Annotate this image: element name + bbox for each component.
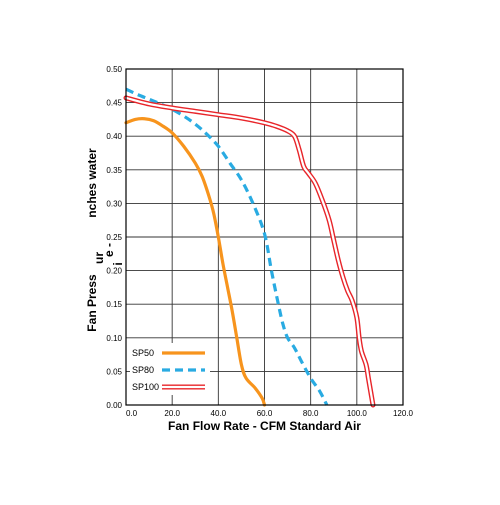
- y-tick-label: 0.45: [106, 99, 122, 108]
- y-axis-title-part-1: Fan Press: [85, 274, 99, 332]
- x-tick-label: 100.0: [347, 409, 368, 418]
- y-tick-label: 0.10: [106, 334, 122, 343]
- legend-label-sp50: SP50: [132, 348, 154, 358]
- x-tick-label: 0.0: [126, 409, 138, 418]
- x-tick-label: 40.0: [211, 409, 227, 418]
- legend-label-sp100: SP100: [132, 382, 159, 392]
- y-tick-labels: 0.00 0.05 0.10 0.15 0.20 0.25 0.30 0.35 0.40 0.45…: [106, 65, 122, 410]
- y-tick-label: 0.25: [106, 233, 122, 242]
- y-axis-title-part-4: i: [111, 262, 125, 265]
- y-axis-title-part-5: nches water: [85, 148, 99, 218]
- x-tick-label: 60.0: [257, 409, 273, 418]
- y-tick-label: 0.50: [106, 65, 122, 74]
- x-axis-title: Fan Flow Rate - CFM Standard Air: [168, 419, 361, 433]
- x-tick-labels: 0.0 20.0 40.0 60.0 80.0 100.0 120.0: [126, 409, 414, 418]
- y-tick-label: 0.40: [106, 132, 122, 141]
- series-sp100-line-inner: [124, 96, 375, 407]
- x-tick-label: 80.0: [303, 409, 319, 418]
- legend-label-sp80: SP80: [132, 365, 154, 375]
- y-axis-title-part-2: ur: [92, 252, 106, 264]
- y-tick-label: 0.05: [106, 367, 122, 376]
- series-sp50-line: [124, 117, 267, 407]
- y-tick-label: 0.35: [106, 166, 122, 175]
- y-tick-label: 0.20: [106, 267, 122, 276]
- y-tick-label: 0.15: [106, 300, 122, 309]
- legend: SP50 SP80 SP100: [130, 343, 210, 395]
- plot-frame: [125, 68, 404, 406]
- y-tick-label: 0.00: [106, 401, 122, 410]
- x-tick-label: 20.0: [164, 409, 180, 418]
- y-axis-title: Fan Press ur e - i nches water: [85, 148, 125, 332]
- x-tick-label: 120.0: [393, 409, 414, 418]
- y-axis-title-part-3: e -: [102, 243, 116, 257]
- y-tick-label: 0.30: [106, 199, 122, 208]
- series-group: [123, 87, 376, 408]
